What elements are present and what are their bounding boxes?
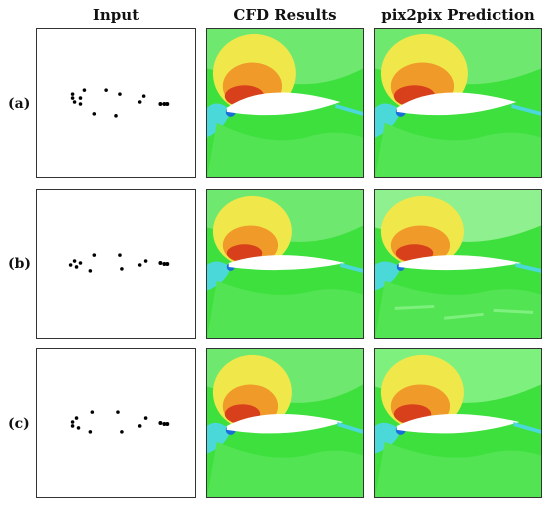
pix2pix-field-c <box>375 349 541 497</box>
cfd-field-a <box>207 29 363 177</box>
input-panel-c <box>36 348 196 498</box>
cfd-panel-c <box>206 348 364 498</box>
pix2pix-panel-a <box>374 28 542 178</box>
input-panel-a <box>36 28 196 178</box>
cfd-field-b <box>207 190 363 338</box>
column-header-pix2pix: pix2pix Prediction <box>381 6 535 24</box>
column-header-cfd: CFD Results <box>233 6 337 24</box>
column-header-input: Input <box>92 6 140 24</box>
pix2pix-field-b <box>375 190 541 338</box>
cfd-field-c <box>207 349 363 497</box>
input-panel-b <box>36 189 196 339</box>
input-points-c <box>70 410 170 434</box>
cfd-panel-a <box>206 28 364 178</box>
pix2pix-panel-b <box>374 189 542 339</box>
input-points-b <box>68 253 170 273</box>
pix2pix-field-a <box>375 29 541 177</box>
row-label-b: (b) <box>8 256 32 272</box>
pix2pix-panel-c <box>374 348 542 498</box>
row-label-a: (a) <box>8 96 31 112</box>
row-label-c: (c) <box>8 416 30 432</box>
input-points-a <box>70 88 170 118</box>
cfd-panel-b <box>206 189 364 339</box>
